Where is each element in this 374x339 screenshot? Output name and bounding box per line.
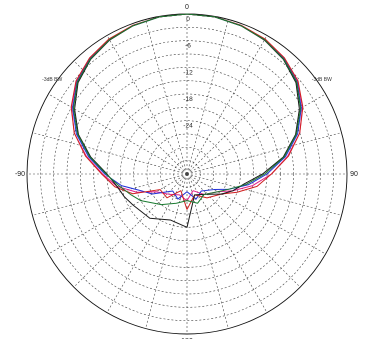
bw-annotation: -3dB BW [42, 77, 62, 83]
angle-tick-label: 0 [185, 4, 189, 11]
grid-spoke [186, 173, 268, 313]
grid-spoke [48, 173, 188, 255]
annotations: -3dB BW -3dB BW [42, 77, 332, 83]
angle-tick-labels: 0 90 180 -90 [15, 4, 358, 339]
grid-spoke [145, 19, 188, 175]
radial-tick-label: -24 [183, 123, 193, 130]
grid-spoke [186, 93, 326, 175]
grid-spoke [186, 132, 342, 175]
bw-annotation: -3dB BW [312, 77, 332, 83]
grid-spoke [145, 173, 188, 329]
grid-spoke [186, 173, 326, 255]
series-line [72, 13, 302, 206]
radial-tick-label: 0 [186, 16, 190, 23]
data-series [70, 13, 304, 228]
radial-tick-label: -6 [185, 43, 191, 50]
grid-spoke [73, 60, 188, 175]
grid-spoke [32, 132, 188, 175]
grid-ring [120, 107, 254, 241]
grid-spoke [186, 173, 229, 329]
grid-spoke [186, 173, 342, 216]
radial-tick-label: -18 [183, 96, 193, 103]
grid-spoke [32, 173, 188, 216]
grid-spoke [186, 35, 268, 175]
grid-spoke [186, 60, 301, 175]
grid-ring [80, 67, 294, 281]
angle-tick-label: 180 [181, 338, 193, 339]
grid-spoke [186, 19, 229, 175]
grid-ring [40, 27, 334, 321]
grid-spoke [73, 173, 188, 288]
angle-tick-label: -90 [15, 171, 25, 178]
grid-spoke [106, 35, 188, 175]
radial-tick-label: -12 [183, 69, 193, 76]
grid-spoke [186, 173, 301, 288]
angle-tick-label: 90 [350, 171, 358, 178]
radial-tick-labels: 0 -6 -12 -18 -24 [183, 16, 193, 130]
polar-grid [26, 13, 348, 335]
grid-spoke [106, 173, 188, 313]
